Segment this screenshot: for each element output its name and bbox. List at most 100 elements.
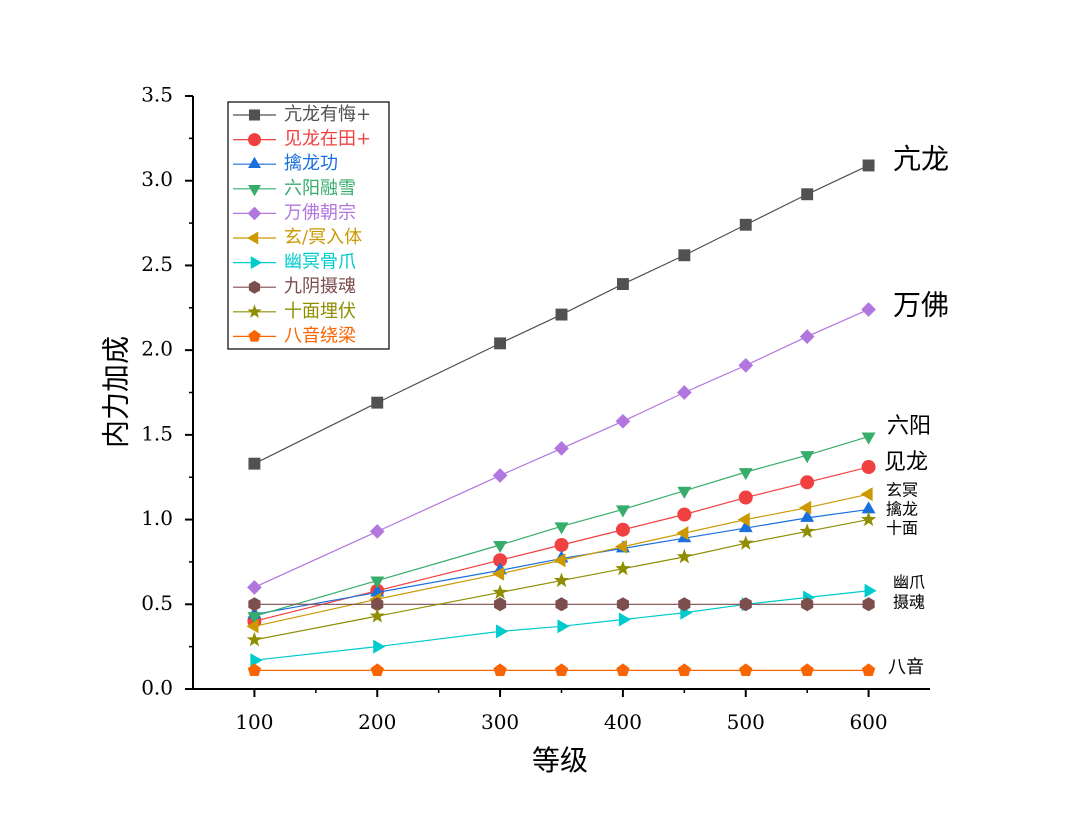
legend-marker bbox=[248, 329, 261, 342]
series-4-marker bbox=[615, 505, 630, 518]
legend-marker bbox=[250, 256, 262, 270]
series-5-marker bbox=[247, 579, 262, 595]
series-7-marker bbox=[618, 612, 631, 627]
series-9-marker bbox=[246, 631, 263, 647]
series-4-marker bbox=[738, 468, 753, 481]
legend-marker bbox=[247, 304, 262, 318]
series-3-marker bbox=[861, 501, 876, 514]
series-2-marker bbox=[677, 507, 692, 522]
series-1-marker bbox=[616, 278, 629, 291]
series-6-marker bbox=[860, 487, 873, 502]
series-6-marker bbox=[737, 512, 750, 527]
series-end-label: 幽爪 bbox=[893, 573, 925, 592]
series-end-label: 万佛 bbox=[893, 289, 949, 322]
series-4 bbox=[247, 432, 876, 625]
series-2-marker bbox=[615, 522, 630, 537]
series-2-marker bbox=[861, 460, 876, 475]
series-8 bbox=[248, 597, 875, 612]
series-end-label: 见龙 bbox=[884, 450, 928, 475]
legend-item: 六阳融雪 bbox=[233, 178, 356, 199]
series-end-label: 擒龙 bbox=[886, 500, 918, 519]
series-1 bbox=[248, 159, 875, 470]
legend-label: 十面埋伏 bbox=[284, 301, 356, 322]
series-2-marker bbox=[554, 537, 569, 552]
series-5-marker bbox=[615, 413, 631, 429]
series-4-marker bbox=[247, 612, 262, 625]
series-1-marker bbox=[371, 396, 384, 409]
series-6-marker bbox=[553, 553, 566, 568]
legend-marker bbox=[248, 133, 261, 147]
legend-marker bbox=[247, 231, 259, 245]
axes: 100 200 300 400 500 600 0.0 0.5 1.0 1.5 2.0 2.5 3.0 3… bbox=[141, 83, 930, 734]
series-2-marker bbox=[800, 475, 815, 490]
series-5 bbox=[247, 302, 876, 595]
series-8-marker bbox=[494, 597, 507, 612]
series-7-marker bbox=[864, 583, 877, 598]
series-1-marker bbox=[801, 188, 814, 201]
series-9-marker bbox=[676, 548, 692, 564]
legend-label: 八音绕梁 bbox=[284, 325, 356, 346]
series-10-marker bbox=[616, 663, 630, 677]
series-7-marker bbox=[557, 619, 570, 634]
series-5-marker bbox=[554, 441, 569, 456]
series-10-marker bbox=[493, 663, 507, 677]
series-1-marker bbox=[494, 337, 507, 350]
series-7-marker bbox=[373, 639, 386, 654]
series-8-marker bbox=[739, 597, 752, 612]
series-4-marker bbox=[861, 432, 876, 445]
legend-item: 玄/冥入体 bbox=[233, 227, 362, 248]
series-3-marker bbox=[738, 519, 753, 533]
series-9 bbox=[246, 511, 877, 647]
y-axis-label: 内力加成 bbox=[100, 336, 133, 448]
legend-marker bbox=[248, 109, 261, 121]
x-tick-label: 300 bbox=[481, 710, 519, 734]
series-8-marker bbox=[555, 597, 568, 612]
series-6-marker bbox=[799, 500, 812, 515]
series-10-marker bbox=[247, 663, 262, 677]
y-tick-label: 0.0 bbox=[141, 676, 173, 700]
series-end-label: 玄冥 bbox=[886, 481, 918, 500]
series-1-marker bbox=[862, 159, 875, 172]
series-4-marker bbox=[677, 486, 692, 499]
series-4-marker bbox=[493, 540, 508, 554]
series-10 bbox=[247, 663, 876, 677]
series-8-marker bbox=[248, 597, 261, 612]
x-axis-label: 等级 bbox=[532, 744, 588, 777]
series-5-marker bbox=[861, 302, 876, 317]
legend-item: 九阴摄魂 bbox=[233, 276, 356, 297]
y-tick-label: 2.5 bbox=[141, 252, 173, 276]
series-8-marker bbox=[862, 597, 875, 612]
legend-label: 六阳融雪 bbox=[284, 178, 356, 199]
series-2-marker bbox=[493, 553, 508, 568]
series-6-marker bbox=[492, 566, 505, 581]
series-4-marker bbox=[800, 451, 815, 464]
series-8-marker bbox=[801, 597, 814, 612]
series-8-marker bbox=[678, 597, 691, 612]
x-tick-label: 500 bbox=[727, 710, 765, 734]
legend-label: 见龙在田+ bbox=[284, 129, 371, 150]
legend-item: 八音绕梁 bbox=[233, 325, 356, 346]
legend-label: 亢龙有悔+ bbox=[284, 104, 371, 125]
series-1-marker bbox=[739, 218, 752, 231]
series-10-marker bbox=[677, 663, 691, 677]
series-10-marker bbox=[370, 663, 384, 677]
series-4-marker bbox=[554, 522, 569, 535]
series-9-marker bbox=[738, 535, 754, 550]
series-6-marker bbox=[676, 526, 689, 541]
y-tick-label: 2.0 bbox=[141, 337, 173, 361]
series-5-marker bbox=[369, 524, 385, 539]
legend-label: 幽冥骨爪 bbox=[284, 252, 356, 273]
legend: 亢龙有悔+ 见龙在田+ 擒龙功六阳融雪万佛朝宗玄/冥入体幽冥骨爪九阴摄魂十面埋伏八音… bbox=[227, 101, 390, 350]
y-tick-label: 3.0 bbox=[141, 167, 173, 191]
series-6-marker bbox=[614, 539, 627, 554]
legend-label: 擒龙功 bbox=[284, 153, 338, 174]
legend-marker bbox=[248, 156, 261, 168]
y-tick-label: 0.5 bbox=[141, 591, 173, 615]
series-5-marker bbox=[676, 385, 692, 400]
series-5-marker bbox=[492, 468, 508, 483]
series-1-marker bbox=[555, 308, 568, 321]
series-1-marker bbox=[248, 457, 261, 470]
legend-marker bbox=[247, 206, 262, 221]
series-end-label: 十面 bbox=[886, 519, 918, 538]
